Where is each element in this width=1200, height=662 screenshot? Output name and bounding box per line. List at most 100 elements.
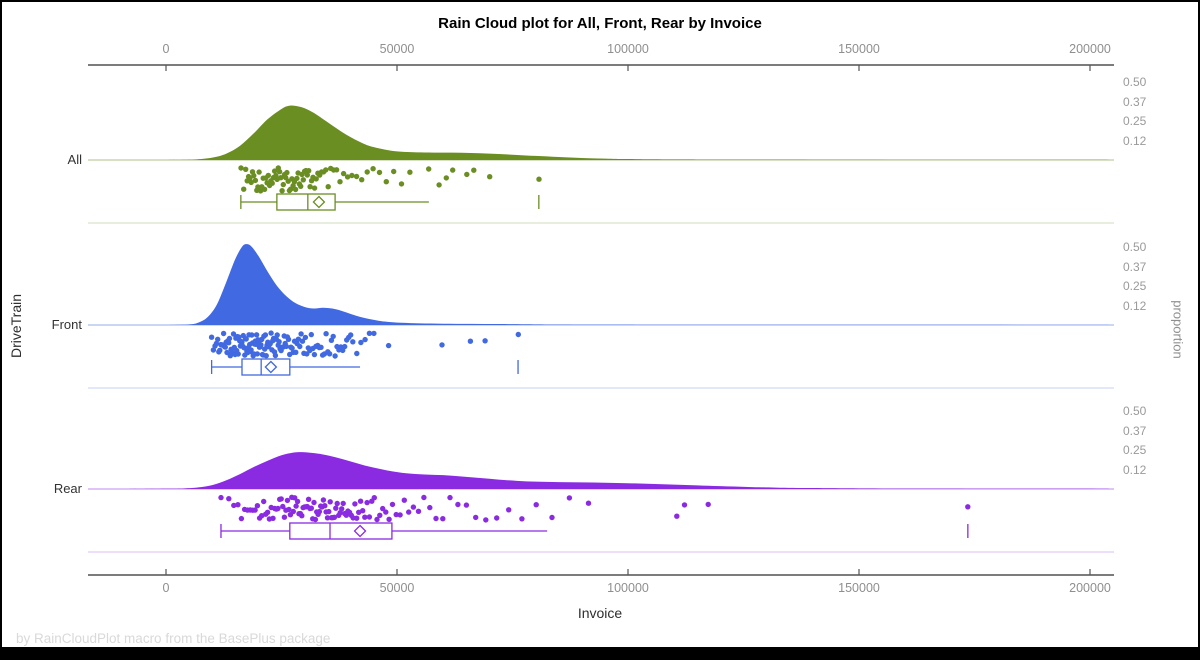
data-point-front [348, 332, 354, 338]
data-point-all [279, 188, 285, 194]
data-point-front [326, 351, 333, 357]
data-point-front [354, 350, 360, 357]
data-point-front [318, 344, 324, 350]
data-point-rear [455, 501, 461, 508]
data-point-rear [463, 502, 470, 508]
data-point-front [217, 347, 223, 353]
data-point-rear [320, 497, 327, 503]
data-point-all [255, 184, 261, 190]
data-point-rear [226, 496, 232, 502]
x-tick-label: 0 [162, 42, 170, 56]
data-point-front [272, 352, 279, 359]
data-point-all [294, 175, 300, 182]
data-point-front [482, 338, 488, 344]
data-point-all [284, 169, 290, 176]
data-point-rear [354, 515, 360, 521]
proportion-tick-label: 0.25 [1123, 442, 1147, 457]
data-point-rear [312, 516, 319, 523]
data-point-rear [235, 502, 241, 508]
data-point-rear [278, 496, 284, 502]
data-point-rear [238, 515, 245, 522]
data-point-rear [386, 516, 392, 522]
data-point-rear [333, 505, 339, 511]
proportion-tick-label: 0.12 [1123, 463, 1147, 478]
data-point-rear [415, 508, 422, 514]
data-point-all [398, 181, 405, 187]
y-axis-title: DriveTrain [8, 293, 24, 359]
data-point-rear [254, 503, 261, 509]
data-point-all [325, 184, 331, 190]
data-point-front [515, 331, 521, 338]
data-point-front [342, 343, 348, 350]
data-point-front [263, 353, 269, 359]
data-point-front [208, 334, 215, 340]
proportion-tick-label: 0.50 [1123, 403, 1147, 418]
data-point-rear [410, 504, 417, 510]
data-point-rear [674, 513, 680, 519]
data-point-all [252, 177, 259, 184]
mean-diamond-all [312, 195, 326, 209]
data-point-rear [965, 504, 971, 510]
data-point-all [300, 177, 306, 183]
data-point-front [274, 332, 280, 338]
proportion-tick-label: 0.37 [1123, 259, 1147, 274]
data-point-all [426, 166, 432, 172]
data-point-front [262, 332, 269, 338]
data-point-front [254, 351, 260, 357]
data-point-all [251, 172, 257, 179]
data-point-rear [231, 502, 237, 509]
data-point-rear [284, 497, 291, 504]
data-point-rear [286, 506, 292, 513]
data-point-front [253, 332, 260, 338]
data-point-all [292, 186, 299, 193]
data-point-rear [440, 516, 446, 522]
data-point-rear [340, 500, 346, 507]
data-point-rear [483, 517, 489, 523]
data-point-rear [264, 509, 271, 515]
data-point-rear [494, 515, 500, 521]
proportion-tick-label: 0.50 [1123, 74, 1147, 89]
data-point-rear [280, 503, 286, 510]
data-point-rear [305, 496, 312, 502]
data-point-all [407, 169, 413, 175]
data-point-all [364, 169, 370, 175]
data-point-all [269, 180, 275, 186]
data-point-front [467, 338, 474, 344]
data-point-all [271, 168, 278, 174]
data-point-all [248, 179, 254, 186]
data-point-all [383, 179, 389, 185]
x-tick-label: 100000 [607, 581, 649, 595]
data-point-all [243, 166, 249, 172]
data-point-rear [311, 499, 317, 506]
box-rear [289, 522, 393, 540]
data-point-front [235, 351, 241, 357]
data-point-all [359, 177, 365, 183]
data-point-rear [252, 507, 258, 513]
data-point-rear [281, 514, 288, 520]
data-point-rear [377, 512, 383, 518]
data-point-front [285, 336, 292, 342]
x-tick-label: 200000 [1069, 42, 1111, 56]
data-point-front [226, 335, 233, 342]
data-point-all [344, 174, 351, 180]
data-point-all [265, 172, 271, 179]
data-point-rear [322, 503, 328, 509]
data-point-all [241, 186, 247, 192]
data-point-all [278, 175, 284, 181]
data-point-rear [533, 502, 539, 508]
data-point-rear [427, 504, 433, 511]
data-point-front [295, 336, 302, 342]
data-point-rear [401, 497, 407, 503]
data-point-all [353, 173, 360, 180]
x-tick-label: 50000 [379, 42, 415, 56]
data-point-front [215, 336, 221, 342]
x-tick-label: 50000 [379, 581, 415, 595]
data-point-rear [397, 512, 403, 518]
footer-note: by RainCloudPlot macro from the BasePlus… [16, 631, 331, 646]
proportion-tick-label: 0.25 [1123, 278, 1147, 293]
data-point-front [330, 333, 336, 340]
density-area-rear [129, 452, 1109, 489]
data-point-rear [447, 494, 453, 501]
data-point-front [222, 344, 228, 350]
data-point-rear [324, 515, 331, 521]
